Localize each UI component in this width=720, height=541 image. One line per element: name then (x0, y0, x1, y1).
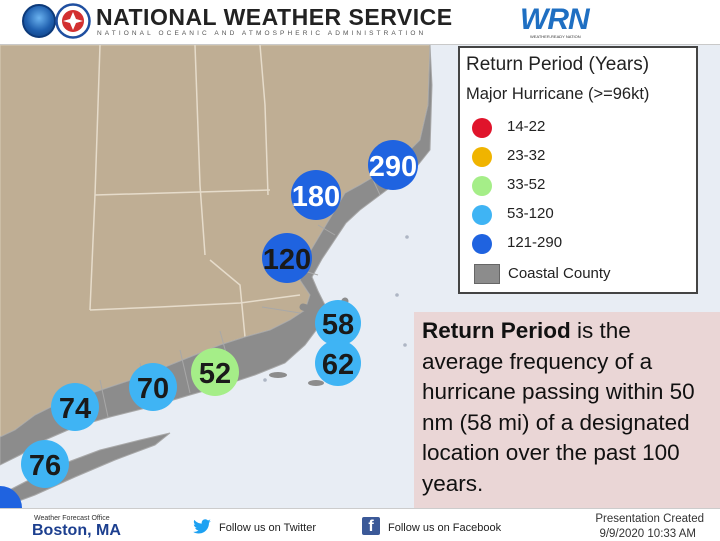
marker-180-label: 180 (292, 181, 340, 213)
definition-body: is the average frequency of a hurricane … (422, 318, 695, 496)
legend-item-label: 53-120 (507, 205, 554, 222)
marker-76: 76 (21, 440, 69, 488)
twitter-icon[interactable] (192, 519, 212, 535)
legend-subtitle: Major Hurricane (>=96kt) (466, 85, 650, 103)
facebook-link[interactable]: Follow us on Facebook (388, 522, 502, 534)
marthas-vineyard (269, 372, 287, 378)
nws-logo (55, 3, 91, 39)
marker-62: 62 (315, 340, 361, 386)
marker-partial (0, 486, 22, 508)
state-borders (89, 45, 301, 338)
marker-120: 120 (262, 233, 312, 283)
legend-title: Return Period (Years) (466, 54, 650, 75)
legend-swatch-county (474, 264, 500, 284)
marker-58-label: 58 (322, 309, 354, 341)
legend-item-label: 33-52 (507, 176, 546, 193)
return-period-map: 290 180 120 58 62 52 70 74 76 (0, 45, 720, 508)
definition-term: Return Period (422, 318, 571, 343)
legend-swatch-green (472, 176, 492, 196)
page-subtitle: NATIONAL OCEANIC AND ATMOSPHERIC ADMINIS… (97, 30, 427, 37)
presentation-created-label: Presentation Created (595, 513, 704, 525)
legend-item-label: 23-32 (507, 147, 546, 164)
legend-swatch-red (472, 118, 492, 138)
station-markers (263, 235, 409, 382)
marker-58: 58 (315, 300, 361, 346)
page-title: NATIONAL WEATHER SERVICE (96, 4, 453, 30)
map-legend: Return Period (Years) Major Hurricane (>… (458, 46, 698, 294)
wrn-logo: WRN WEATHER-READY NATION (520, 4, 608, 40)
wrn-logo-letters: WRN (520, 3, 590, 36)
office-name: Boston, MA (32, 522, 121, 539)
header-bar: NATIONAL WEATHER SERVICE NATIONAL OCEANI… (0, 0, 720, 45)
marker-52-label: 52 (199, 358, 231, 390)
marker-180: 180 (291, 170, 341, 220)
marker-74-label: 74 (59, 393, 91, 425)
marker-70: 70 (129, 363, 177, 411)
twitter-link[interactable]: Follow us on Twitter (219, 522, 317, 534)
legend-swatch-orange (472, 147, 492, 167)
facebook-icon[interactable]: f (362, 517, 380, 535)
presentation-created-date: 9/9/2020 10:33 AM (599, 528, 696, 540)
marker-62-label: 62 (322, 349, 354, 381)
marker-76-label: 76 (29, 450, 61, 482)
legend-county-label: Coastal County (508, 265, 611, 282)
noaa-logo (22, 4, 56, 38)
definition-text: Return Period is the average frequency o… (422, 316, 714, 499)
legend-swatch-light-blue (472, 205, 492, 225)
office-label: Weather Forecast Office (34, 515, 110, 522)
legend-item-label: 14-22 (507, 118, 546, 135)
marker-120-label: 120 (263, 244, 311, 276)
wrn-logo-caption: WEATHER-READY NATION (530, 34, 581, 39)
marker-74: 74 (51, 383, 99, 431)
marker-290: 290 (368, 140, 418, 190)
return-period-definition: Return Period is the average frequency o… (414, 312, 720, 508)
marker-290-label: 290 (369, 151, 417, 183)
marker-70-label: 70 (137, 373, 169, 405)
footer-bar: Weather Forecast Office Boston, MA Follo… (0, 508, 720, 541)
legend-item-label: 121-290 (507, 234, 563, 251)
marker-52: 52 (191, 348, 239, 396)
nantucket (308, 380, 324, 386)
legend-swatch-blue (472, 234, 492, 254)
